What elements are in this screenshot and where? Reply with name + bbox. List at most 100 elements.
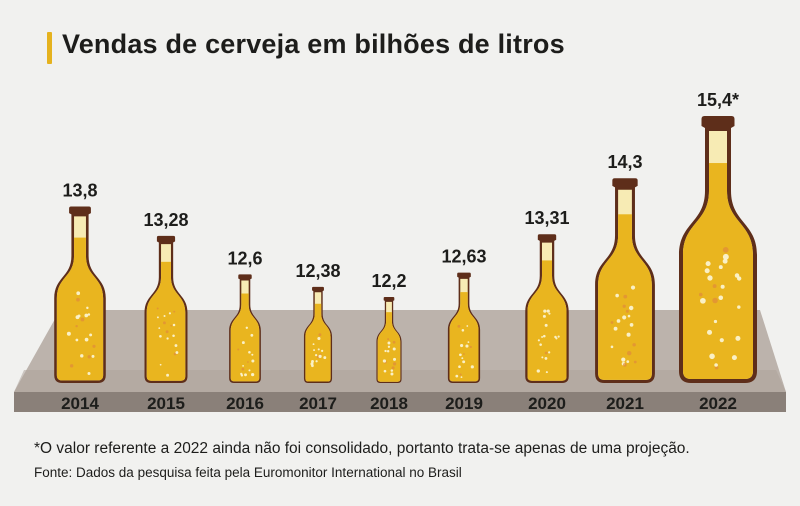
bubble xyxy=(310,362,314,366)
bubble xyxy=(541,356,544,359)
bubble xyxy=(159,363,162,366)
bubble xyxy=(392,347,396,351)
bubble xyxy=(722,246,729,253)
bubble xyxy=(387,345,391,348)
bubble xyxy=(542,314,546,318)
bubble xyxy=(247,361,249,363)
bubble xyxy=(162,321,166,325)
bottle-2016 xyxy=(229,274,261,383)
bubble xyxy=(543,334,546,338)
bubble xyxy=(630,285,636,290)
bubble xyxy=(706,329,713,335)
bubble xyxy=(168,312,171,315)
bubble xyxy=(156,307,159,310)
bubble xyxy=(244,373,247,377)
year-label-2016: 2016 xyxy=(226,394,264,413)
year-label-2017: 2017 xyxy=(299,394,337,413)
bubble xyxy=(544,323,548,327)
bubble xyxy=(248,350,251,354)
bubble xyxy=(719,338,724,343)
value-label-2018: 12,2 xyxy=(371,271,406,291)
bubble xyxy=(87,355,91,359)
bubble xyxy=(237,348,240,351)
bubble xyxy=(66,331,71,336)
bubble xyxy=(626,360,630,363)
bubble xyxy=(175,351,179,354)
bubble xyxy=(89,333,93,337)
bubble xyxy=(718,265,723,270)
year-label-2015: 2015 xyxy=(147,394,185,413)
bubble xyxy=(87,372,91,376)
bubble xyxy=(166,373,170,377)
bubble xyxy=(69,364,74,368)
bubble xyxy=(621,357,626,362)
bubble xyxy=(250,333,254,337)
bubble xyxy=(722,258,728,264)
bottle-2017 xyxy=(303,286,333,383)
bubble xyxy=(707,275,713,281)
bubble xyxy=(629,323,634,327)
bubble xyxy=(610,345,614,349)
bubble xyxy=(469,345,472,349)
bubble xyxy=(158,327,161,330)
bubble xyxy=(623,294,628,299)
bubble xyxy=(242,364,244,367)
value-label-2014: 13,8 xyxy=(62,181,97,201)
bubble xyxy=(76,297,80,302)
year-label-2021: 2021 xyxy=(606,394,644,413)
bubble xyxy=(712,284,717,288)
bubble xyxy=(698,292,703,297)
bubble xyxy=(720,284,725,289)
bottle-2022 xyxy=(679,116,757,383)
bubble xyxy=(251,353,254,356)
bubble xyxy=(166,337,169,340)
bottle-2018 xyxy=(376,297,402,383)
bubble xyxy=(461,329,465,332)
bubble xyxy=(633,360,637,364)
bubble xyxy=(632,343,636,347)
bubble xyxy=(554,335,557,339)
bottle-2019 xyxy=(447,272,481,383)
bubble xyxy=(393,357,397,361)
bottle-beer-fill xyxy=(527,260,567,381)
bubble xyxy=(544,351,548,355)
bottle-beer-fill xyxy=(56,237,104,381)
year-label-2020: 2020 xyxy=(528,394,566,413)
bubble xyxy=(622,315,627,320)
bubble xyxy=(465,344,469,348)
bubble xyxy=(87,313,91,316)
year-label-2022: 2022 xyxy=(699,394,737,413)
bubble xyxy=(387,341,391,345)
bubble xyxy=(313,349,316,352)
bubble xyxy=(172,323,176,327)
shelf-front xyxy=(14,392,786,412)
bubble xyxy=(384,349,387,353)
bubble xyxy=(626,350,632,356)
bubble xyxy=(470,365,474,369)
bubble xyxy=(174,344,178,347)
bubble xyxy=(546,309,550,313)
bubble xyxy=(622,304,626,308)
value-label-2016: 12,6 xyxy=(227,248,262,268)
bubble xyxy=(315,353,318,357)
bubble xyxy=(548,351,551,354)
bubble xyxy=(251,373,255,377)
bubble xyxy=(172,334,175,338)
bubble xyxy=(544,357,548,360)
bubble xyxy=(548,312,551,315)
bubble xyxy=(460,376,463,379)
bubble xyxy=(705,261,711,267)
bottle-chart: 13,8 2014 13,28 2015 12,6 2016 12,38 2017 12,2 20… xyxy=(14,90,786,413)
title-accent-bar xyxy=(47,32,52,64)
bubble xyxy=(537,339,540,342)
bubble xyxy=(461,357,464,360)
bubble xyxy=(156,316,159,319)
source-note: Fonte: Dados da pesquisa feita pela Euro… xyxy=(34,465,462,480)
bubble xyxy=(713,319,718,324)
bottle-beer-fill xyxy=(683,163,753,379)
bubble xyxy=(455,374,459,378)
bubble xyxy=(545,371,548,374)
bubble xyxy=(165,330,169,334)
bubble xyxy=(240,374,244,377)
